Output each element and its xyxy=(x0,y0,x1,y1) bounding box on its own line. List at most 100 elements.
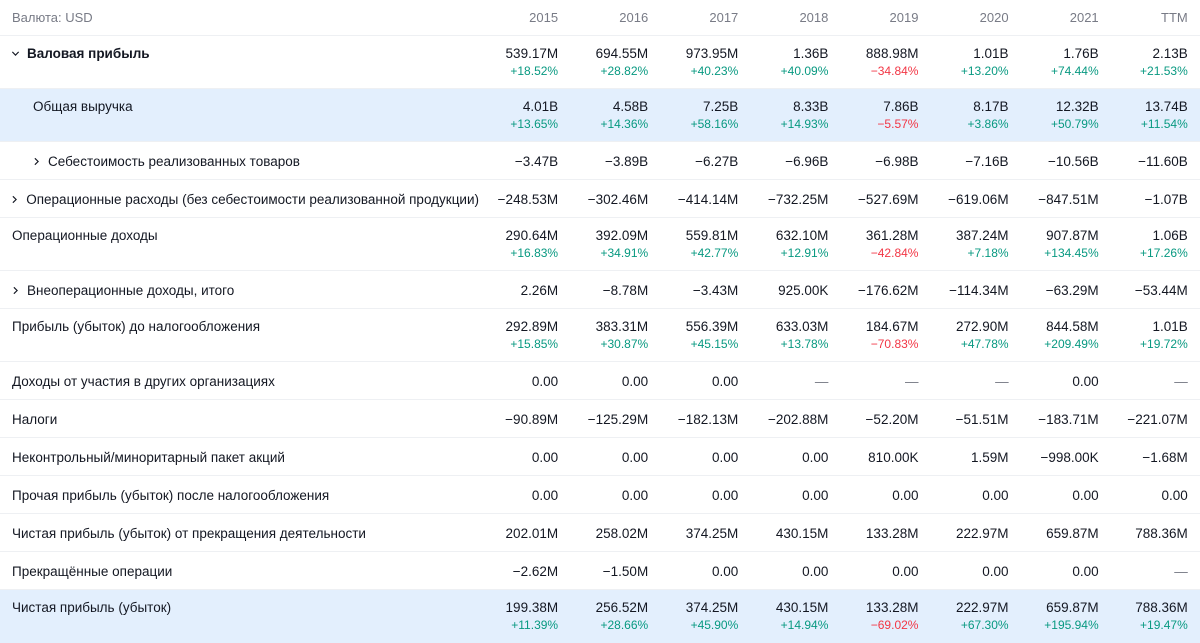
cell-value: 0.00 xyxy=(1161,488,1188,503)
value-cell: −53.44M xyxy=(1110,282,1200,299)
cell-change-percent: −69.02% xyxy=(870,618,919,632)
cell-value: −1.68M xyxy=(1142,450,1188,465)
cell-value: 392.09M xyxy=(595,228,649,243)
value-cell: 199.38M +11.39% xyxy=(479,599,569,634)
cell-value: 556.39M xyxy=(685,319,739,334)
cell-value: 256.52M xyxy=(595,600,649,615)
cell-change-percent: +42.77% xyxy=(690,246,739,260)
cell-value: — xyxy=(995,374,1009,389)
value-cell: 2.13B +21.53% xyxy=(1110,45,1200,80)
value-cell: −998.00K xyxy=(1020,449,1110,466)
value-cell: 222.97M +67.30% xyxy=(929,599,1019,634)
cell-value: 539.17M xyxy=(505,46,559,61)
cell-value: 4.58B xyxy=(612,99,649,114)
row-cost-of-goods[interactable]: Себестоимость реализованных товаров −3.47… xyxy=(0,142,1200,180)
cell-value: 222.97M xyxy=(956,600,1009,615)
value-cell: 632.10M +12.91% xyxy=(749,227,839,262)
cell-change-percent: +45.90% xyxy=(690,618,739,632)
value-cell: 361.28M −42.84% xyxy=(839,227,929,262)
year-header: 2018 xyxy=(799,10,829,25)
value-cell: 222.97M xyxy=(929,525,1019,542)
cell-value: 0.00 xyxy=(802,564,829,579)
chevron-right-icon[interactable] xyxy=(7,195,22,204)
value-cell: 810.00K xyxy=(839,449,929,466)
cell-value: −732.25M xyxy=(767,192,829,207)
value-cell: 258.02M xyxy=(569,525,659,542)
year-header: 2021 xyxy=(1069,10,1099,25)
cell-change-percent: +19.72% xyxy=(1140,337,1188,351)
cell-value: 0.00 xyxy=(892,488,919,503)
cell-change-percent: +28.82% xyxy=(600,64,649,78)
value-cell: 133.28M xyxy=(839,525,929,542)
cell-value: 1.01B xyxy=(1152,319,1188,334)
cell-value: — xyxy=(1174,564,1188,579)
cell-value: −6.27B xyxy=(695,154,739,169)
value-cell: −6.98B xyxy=(839,153,929,170)
row-label: Прекращённые операции xyxy=(12,564,173,579)
value-cell: −248.53M xyxy=(479,191,569,208)
cell-value: −53.44M xyxy=(1134,283,1188,298)
value-cell: 0.00 xyxy=(749,487,839,504)
cell-value: −11.60B xyxy=(1138,154,1188,169)
row-non-operating-income[interactable]: Внеоперационные доходы, итого 2.26M −8.78M… xyxy=(0,271,1200,309)
value-cell: −3.89B xyxy=(569,153,659,170)
value-cell: — xyxy=(929,373,1019,390)
row-operating-expenses[interactable]: Операционные расходы (без себестоимости … xyxy=(0,180,1200,218)
cell-value: 694.55M xyxy=(595,46,649,61)
cell-value: −90.89M xyxy=(505,412,559,427)
row-label: Доходы от участия в других организациях xyxy=(12,374,275,389)
cell-value: 0.00 xyxy=(621,488,649,503)
value-cell: 0.00 xyxy=(659,449,749,466)
cell-value: −847.51M xyxy=(1038,192,1099,207)
value-cell: 0.00 xyxy=(1020,373,1110,390)
cell-value: 0.00 xyxy=(982,564,1009,579)
cell-value: −527.69M xyxy=(858,192,919,207)
cell-value: 907.87M xyxy=(1046,228,1099,243)
cell-value: 973.95M xyxy=(685,46,739,61)
cell-change-percent: −70.83% xyxy=(870,337,919,351)
value-cell: 387.24M +7.18% xyxy=(929,227,1019,262)
year-header: 2016 xyxy=(619,10,649,25)
cell-value: −51.51M xyxy=(955,412,1009,427)
chevron-down-icon[interactable] xyxy=(7,49,23,58)
row-label: Операционные доходы xyxy=(12,228,158,243)
value-cell: 0.00 xyxy=(839,563,929,580)
chevron-right-icon[interactable] xyxy=(28,157,44,166)
value-cell: 907.87M +134.45% xyxy=(1020,227,1110,262)
cell-change-percent: +13.65% xyxy=(510,117,559,131)
value-cell: −2.62M xyxy=(479,563,569,580)
cell-value: 133.28M xyxy=(865,600,919,615)
cell-value: 430.15M xyxy=(775,600,829,615)
value-cell: 0.00 xyxy=(839,487,929,504)
cell-value: 0.00 xyxy=(531,374,559,389)
cell-change-percent: +40.23% xyxy=(690,64,739,78)
row-label-cell: Прекращённые операции xyxy=(0,563,479,580)
row-label-cell: Доходы от участия в других организациях xyxy=(0,373,479,390)
value-cell: −114.34M xyxy=(929,282,1019,299)
cell-value: 0.00 xyxy=(621,450,649,465)
value-cell: 0.00 xyxy=(479,487,569,504)
row-pretax-income: Прибыль (убыток) до налогообложения 292.8… xyxy=(0,309,1200,362)
row-gross-profit[interactable]: Валовая прибыль 539.17M +18.52% 694.55M +28.… xyxy=(0,36,1200,89)
value-cell: 1.01B +13.20% xyxy=(929,45,1019,80)
value-cell: −3.43M xyxy=(659,282,749,299)
value-cell: 202.01M xyxy=(479,525,569,542)
row-net-income: Чистая прибыль (убыток) 199.38M +11.39% 256… xyxy=(0,590,1200,643)
value-cell: −7.16B xyxy=(929,153,1019,170)
value-cell: −3.47B xyxy=(479,153,569,170)
cell-value: −7.16B xyxy=(965,154,1009,169)
row-label: Прочая прибыль (убыток) после налогообло… xyxy=(12,488,330,503)
cell-value: −302.46M xyxy=(587,192,649,207)
value-cell: 659.87M +195.94% xyxy=(1020,599,1110,634)
value-cell: 0.00 xyxy=(479,373,569,390)
cell-value: 659.87M xyxy=(1046,526,1099,541)
value-cell: 1.06B +17.26% xyxy=(1110,227,1200,262)
chevron-right-icon[interactable] xyxy=(7,286,23,295)
value-cell: 888.98M −34.84% xyxy=(839,45,929,80)
cell-value: 2.13B xyxy=(1152,46,1188,61)
value-cell: 0.00 xyxy=(749,449,839,466)
row-label-cell: Налоги xyxy=(0,411,479,428)
value-cell: 973.95M +40.23% xyxy=(659,45,749,80)
cell-value: −125.29M xyxy=(587,412,649,427)
cell-change-percent: +40.09% xyxy=(780,64,829,78)
